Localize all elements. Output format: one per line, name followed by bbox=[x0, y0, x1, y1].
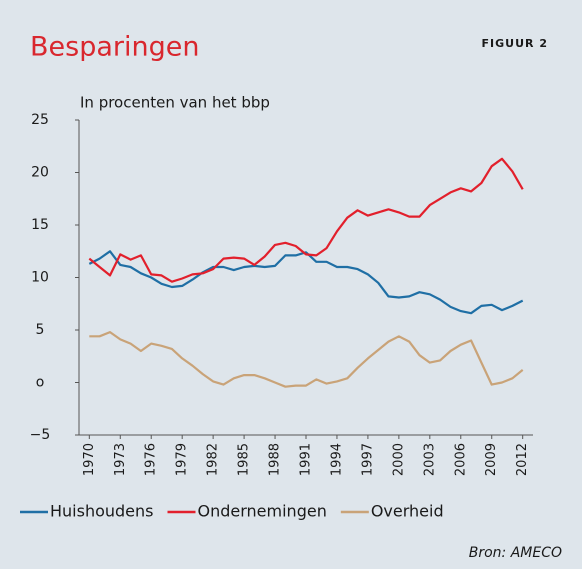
legend-label: Huishoudens bbox=[50, 502, 154, 521]
subtitle: In procenten van het bbp bbox=[80, 94, 270, 112]
x-tick-label: 2012 bbox=[515, 443, 530, 476]
y-tick-label: 25 bbox=[31, 112, 49, 128]
x-tick-label: 1997 bbox=[360, 443, 375, 476]
x-tick-label: 2000 bbox=[391, 443, 406, 476]
legend-label: Ondernemingen bbox=[198, 502, 327, 521]
x-tick-label: 1976 bbox=[144, 443, 159, 476]
x-tick-label: 1994 bbox=[329, 443, 344, 476]
x-tick-label: 1979 bbox=[175, 443, 190, 476]
y-tick-label: −5 bbox=[30, 427, 51, 443]
x-tick-label: 2006 bbox=[453, 443, 468, 476]
chart-title: Besparingen bbox=[30, 32, 199, 63]
x-tick-label: 1982 bbox=[206, 443, 221, 476]
x-tick-label: 1973 bbox=[113, 443, 128, 476]
source: Bron: AMECO bbox=[469, 545, 562, 561]
line-series bbox=[88, 157, 524, 283]
y-tick-label: 10 bbox=[31, 270, 49, 286]
line-series bbox=[89, 331, 524, 388]
x-tick-label: 1991 bbox=[299, 443, 314, 476]
legend-label: Overheid bbox=[371, 502, 444, 521]
y-tick-label: 15 bbox=[31, 217, 49, 233]
figure-label: FIGUUR 2 bbox=[482, 37, 548, 50]
y-tick-label: 20 bbox=[31, 165, 49, 181]
y-tick-label: 5 bbox=[36, 322, 45, 338]
x-tick-label: 1970 bbox=[82, 443, 97, 476]
x-tick-label: 2009 bbox=[484, 443, 499, 476]
line-series bbox=[88, 250, 524, 315]
x-tick-label: 1985 bbox=[237, 443, 252, 476]
y-tick-label: o bbox=[36, 375, 45, 391]
x-tick-label: 2003 bbox=[422, 443, 437, 476]
x-tick-label: 1988 bbox=[268, 443, 283, 476]
